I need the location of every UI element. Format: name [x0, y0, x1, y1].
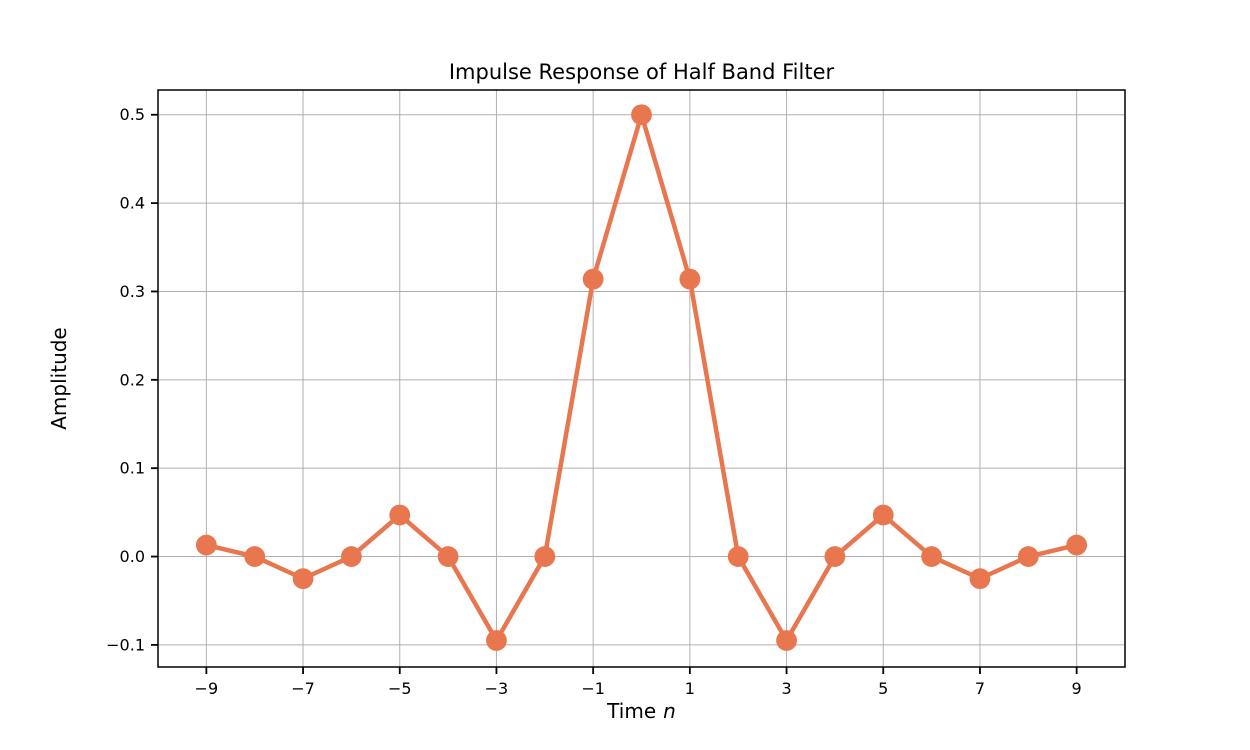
x-tick-label: 5	[878, 679, 888, 698]
y-tick-label: 0.1	[120, 459, 145, 478]
data-point	[389, 504, 411, 526]
data-point	[631, 104, 652, 126]
data-point	[776, 630, 797, 651]
data-point	[969, 568, 991, 590]
chart-title: Impulse Response of Half Band Filter	[449, 60, 835, 84]
x-tick-label: 3	[781, 679, 791, 698]
frame-layer	[157, 89, 1126, 668]
x-tick-label: −9	[195, 679, 219, 698]
data-point	[195, 534, 217, 556]
x-axis-label-symbol: n	[663, 699, 676, 723]
x-tick-label: 9	[1072, 679, 1082, 698]
data-point	[244, 546, 266, 567]
data-point	[727, 546, 749, 567]
data-point	[679, 268, 701, 290]
tick-label-layer: −9 −7 −5 −3 −1 1 3 5 7 9 −0.1 0.0 0.1 0.2 0.3 0.4 0.5	[106, 105, 1082, 698]
x-axis-label-text: Time	[606, 699, 656, 723]
data-point	[824, 546, 846, 567]
y-tick-label: −0.1	[106, 635, 145, 654]
y-tick-label: 0.4	[120, 194, 145, 213]
data-point	[341, 546, 362, 567]
data-point	[582, 268, 604, 290]
data-point	[486, 630, 507, 651]
data-point	[1017, 546, 1039, 567]
data-point	[921, 546, 942, 567]
data-point	[534, 546, 556, 567]
tick-layer	[151, 113, 1078, 674]
y-tick-label: 0.3	[120, 282, 145, 301]
x-tick-label: 7	[975, 679, 985, 698]
x-axis-label: Time n	[606, 699, 676, 723]
y-tick-label: 0.0	[120, 547, 145, 566]
data-point	[1066, 534, 1088, 556]
x-tick-label: −5	[388, 679, 412, 698]
x-tick-label: −7	[291, 679, 315, 698]
data-point	[872, 504, 894, 526]
data-point	[437, 546, 459, 567]
x-tick-label: −3	[485, 679, 509, 698]
y-axis-label: Amplitude	[47, 327, 71, 430]
y-tick-label: 0.5	[120, 105, 145, 124]
x-tick-label: 1	[685, 679, 695, 698]
x-tick-label: −1	[581, 679, 605, 698]
y-tick-label: 0.2	[120, 370, 145, 389]
data-point	[292, 568, 314, 590]
series-layer	[195, 104, 1088, 651]
plot-frame	[157, 89, 1126, 668]
data-line	[204, 112, 1079, 643]
